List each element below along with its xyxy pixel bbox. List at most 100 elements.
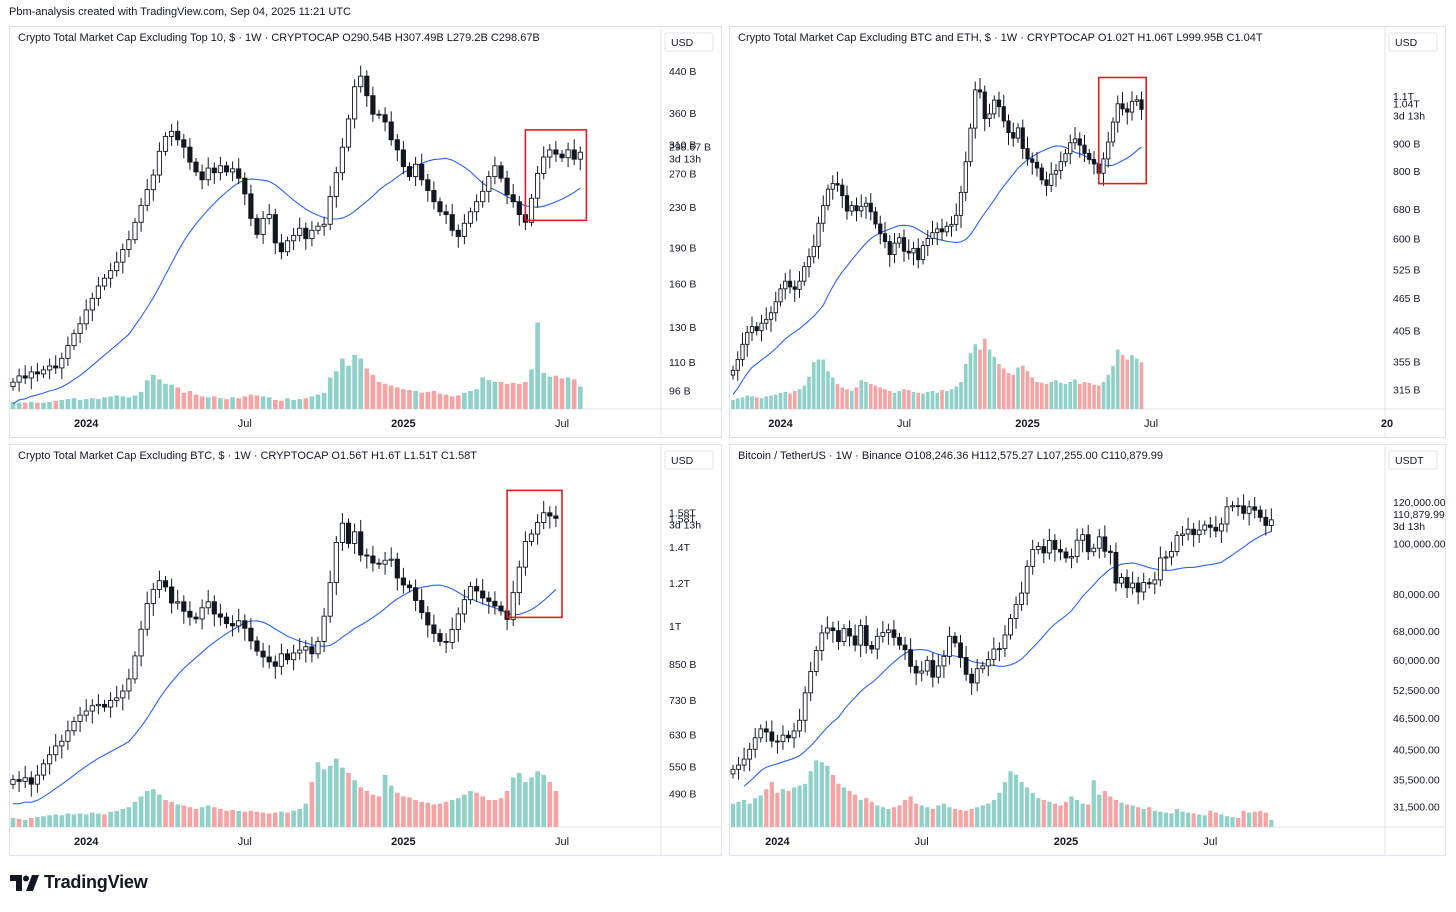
candle — [236, 608, 242, 633]
candle-body-up — [1015, 127, 1021, 139]
candle — [291, 644, 297, 671]
volume-bar — [869, 801, 874, 827]
volume-bar — [523, 382, 528, 409]
candle — [516, 195, 522, 226]
volume-bar — [1263, 812, 1268, 827]
candle-body-up — [1174, 535, 1180, 552]
candle-body-up — [1002, 634, 1008, 650]
candle — [854, 197, 859, 222]
chart-panel-top-left[interactable]: Crypto Total Market Cap Excluding Top 10… — [9, 26, 722, 438]
volume-bar — [753, 798, 758, 827]
volume-bar — [291, 400, 296, 409]
candle-body-down — [175, 130, 181, 141]
volume-bar — [370, 794, 376, 827]
volume-bar — [745, 395, 750, 409]
candle — [958, 185, 964, 228]
volume-bar — [333, 758, 339, 827]
candle-body-down — [901, 237, 907, 252]
volume-bar — [401, 389, 406, 409]
candle — [1039, 163, 1044, 185]
chart-svg-1[interactable]: USD 315 B 355 B 405 B 465 B 525 B 600 B 680 B 80… — [730, 27, 1445, 437]
candle — [205, 157, 211, 186]
volume-bar — [535, 771, 540, 827]
candle — [847, 620, 852, 647]
candle-body-down — [187, 610, 193, 618]
candle — [1246, 500, 1252, 526]
volume-bar — [980, 805, 985, 827]
chart-panel-top-right[interactable]: Crypto Total Market Cap Excluding BTC an… — [729, 26, 1446, 438]
candle-body-up — [783, 280, 788, 290]
chart-svg-0[interactable]: USD 96 B 110 B 130 B 160 B 190 B 230 B 270 B 310… — [10, 27, 721, 437]
candle-body-up — [230, 168, 236, 173]
volume-bar — [535, 322, 540, 409]
volume-bar — [10, 401, 16, 409]
y-tick-label: 31,500.00 — [1393, 802, 1440, 814]
candle — [836, 620, 841, 650]
candle-body-up — [291, 652, 297, 661]
volume-bar — [1163, 812, 1169, 827]
candle-body-up — [897, 237, 902, 244]
candle — [824, 616, 830, 640]
volume-bar — [529, 777, 534, 827]
y-tick-label: 110 B — [669, 357, 696, 369]
chart-svg-2[interactable]: USD 490 B 550 B 630 B 730 B 850 B 1T 1.2T 1.4T 1.… — [10, 445, 721, 855]
volume-bar — [65, 813, 71, 827]
candle — [1213, 515, 1219, 538]
candle — [778, 284, 783, 307]
candle — [897, 632, 902, 650]
currency-button[interactable] — [664, 32, 714, 52]
currency-button[interactable] — [1388, 450, 1438, 470]
candle-body-down — [236, 168, 242, 179]
volume-bar — [309, 782, 315, 827]
volume-bar — [346, 773, 351, 827]
volume-bar — [455, 395, 461, 409]
candle-body-up — [53, 745, 59, 756]
candle-body-up — [10, 779, 16, 785]
volume-bar — [1136, 807, 1141, 827]
volume-bar — [157, 379, 162, 409]
volume-bar — [254, 395, 260, 409]
volume-bar — [1013, 774, 1019, 827]
candle — [77, 706, 83, 732]
candle-body-up — [65, 345, 71, 359]
candle-body-down — [1191, 528, 1197, 536]
candle-body-down — [443, 211, 449, 216]
x-tick-label: Jul — [1203, 836, 1217, 848]
volume-bar — [144, 791, 150, 827]
currency-button[interactable] — [1388, 32, 1438, 52]
candle-body-down — [1058, 548, 1063, 553]
candle-body-up — [169, 130, 175, 137]
tradingview-logo[interactable]: TradingView — [10, 872, 148, 893]
candle — [480, 579, 486, 605]
volume-bar — [260, 396, 266, 409]
y-tick-label: 1.1T — [1393, 91, 1415, 103]
candle — [849, 200, 854, 216]
volume-bar — [291, 810, 296, 827]
candle — [394, 552, 400, 591]
chart-panel-bottom-right[interactable]: Bitcoin / TetherUS · 1W · Binance O108,2… — [729, 444, 1446, 856]
candle — [1069, 548, 1074, 569]
y-tick-label: 360 B — [669, 108, 696, 120]
candle-body-up — [1115, 103, 1120, 123]
volume-bar — [826, 371, 830, 409]
candle-body-up — [974, 668, 980, 684]
candle — [1252, 497, 1258, 519]
candle — [297, 638, 303, 660]
candle — [1019, 581, 1024, 611]
volume-bar — [425, 802, 431, 827]
candle-body-down — [278, 242, 284, 253]
candle — [169, 123, 175, 146]
candle — [1135, 576, 1141, 605]
volume-bar — [437, 803, 443, 827]
chart-panel-bottom-left[interactable]: Crypto Total Market Cap Excluding BTC, $… — [9, 444, 722, 856]
volume-bar — [902, 800, 908, 827]
candle — [792, 280, 797, 302]
chart-svg-3[interactable]: USDT 31,500.00 35,500.00 40,500.00 46,500.00… — [730, 445, 1445, 855]
candle — [333, 535, 339, 596]
candle-body-up — [758, 728, 764, 739]
candle-body-down — [492, 600, 498, 607]
candle-body-up — [941, 655, 947, 667]
currency-button[interactable] — [664, 450, 714, 470]
candle-body-up — [16, 375, 22, 383]
volume-bar — [944, 391, 949, 409]
